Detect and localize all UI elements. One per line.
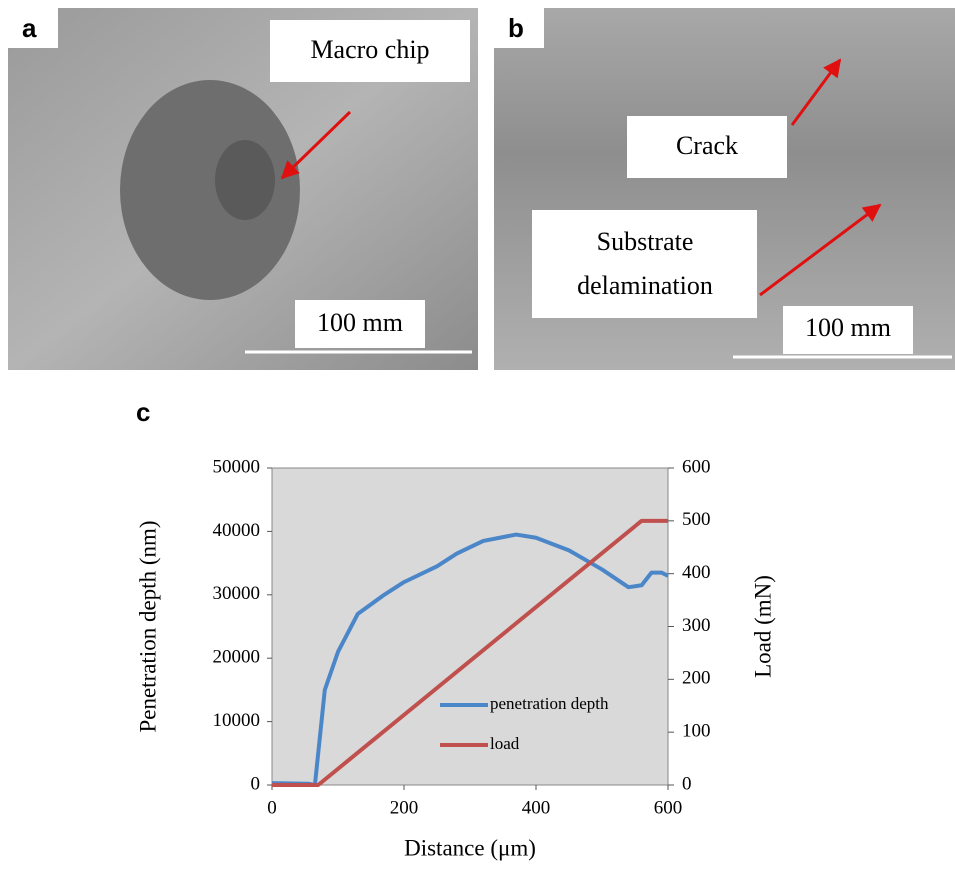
x-tick-label: 400 <box>522 797 551 818</box>
legend-label: penetration depth <box>490 694 609 713</box>
figure: a Macro chip 100 mm b Crack Substrate de… <box>0 0 955 875</box>
annotation: delamination <box>577 271 713 300</box>
y-tick-label: 20000 <box>213 647 261 668</box>
plot-area <box>272 468 668 785</box>
y2-axis-label: Load (mN) <box>750 575 775 678</box>
scale-label: 100 mm <box>805 313 891 342</box>
chip-core <box>215 140 275 220</box>
x-tick-label: 600 <box>654 797 683 818</box>
x-axis-label: Distance (μm) <box>404 835 536 860</box>
y2-tick-label: 200 <box>682 668 711 689</box>
y-tick-label: 40000 <box>213 520 261 541</box>
legend-label: load <box>490 734 520 753</box>
y2-tick-label: 100 <box>682 721 711 742</box>
y2-tick-label: 400 <box>682 562 711 583</box>
panel-label: a <box>22 13 37 43</box>
x-tick-label: 200 <box>390 797 419 818</box>
y-tick-label: 50000 <box>213 456 261 477</box>
chart: 0 10000 20000 30000 40000 50000 0 100 200 300 400 5… <box>135 456 775 860</box>
y2-tick-label: 500 <box>682 509 711 530</box>
annotation: Substrate <box>597 227 694 256</box>
y-tick-label: 30000 <box>213 583 261 604</box>
y2-tick-label: 300 <box>682 615 711 636</box>
x-tick-label: 0 <box>267 797 277 818</box>
y-tick-label: 0 <box>251 773 261 794</box>
annotation: Macro chip <box>310 35 429 64</box>
panel-label: c <box>136 397 150 427</box>
y2-tick-label: 0 <box>682 773 692 794</box>
y-axis-label: Penetration depth (nm) <box>135 520 160 732</box>
scale-label: 100 mm <box>317 308 403 337</box>
y-tick-label: 10000 <box>213 710 261 731</box>
annotation: Crack <box>676 131 738 160</box>
panel-label: b <box>508 13 524 43</box>
y2-tick-label: 600 <box>682 456 711 477</box>
